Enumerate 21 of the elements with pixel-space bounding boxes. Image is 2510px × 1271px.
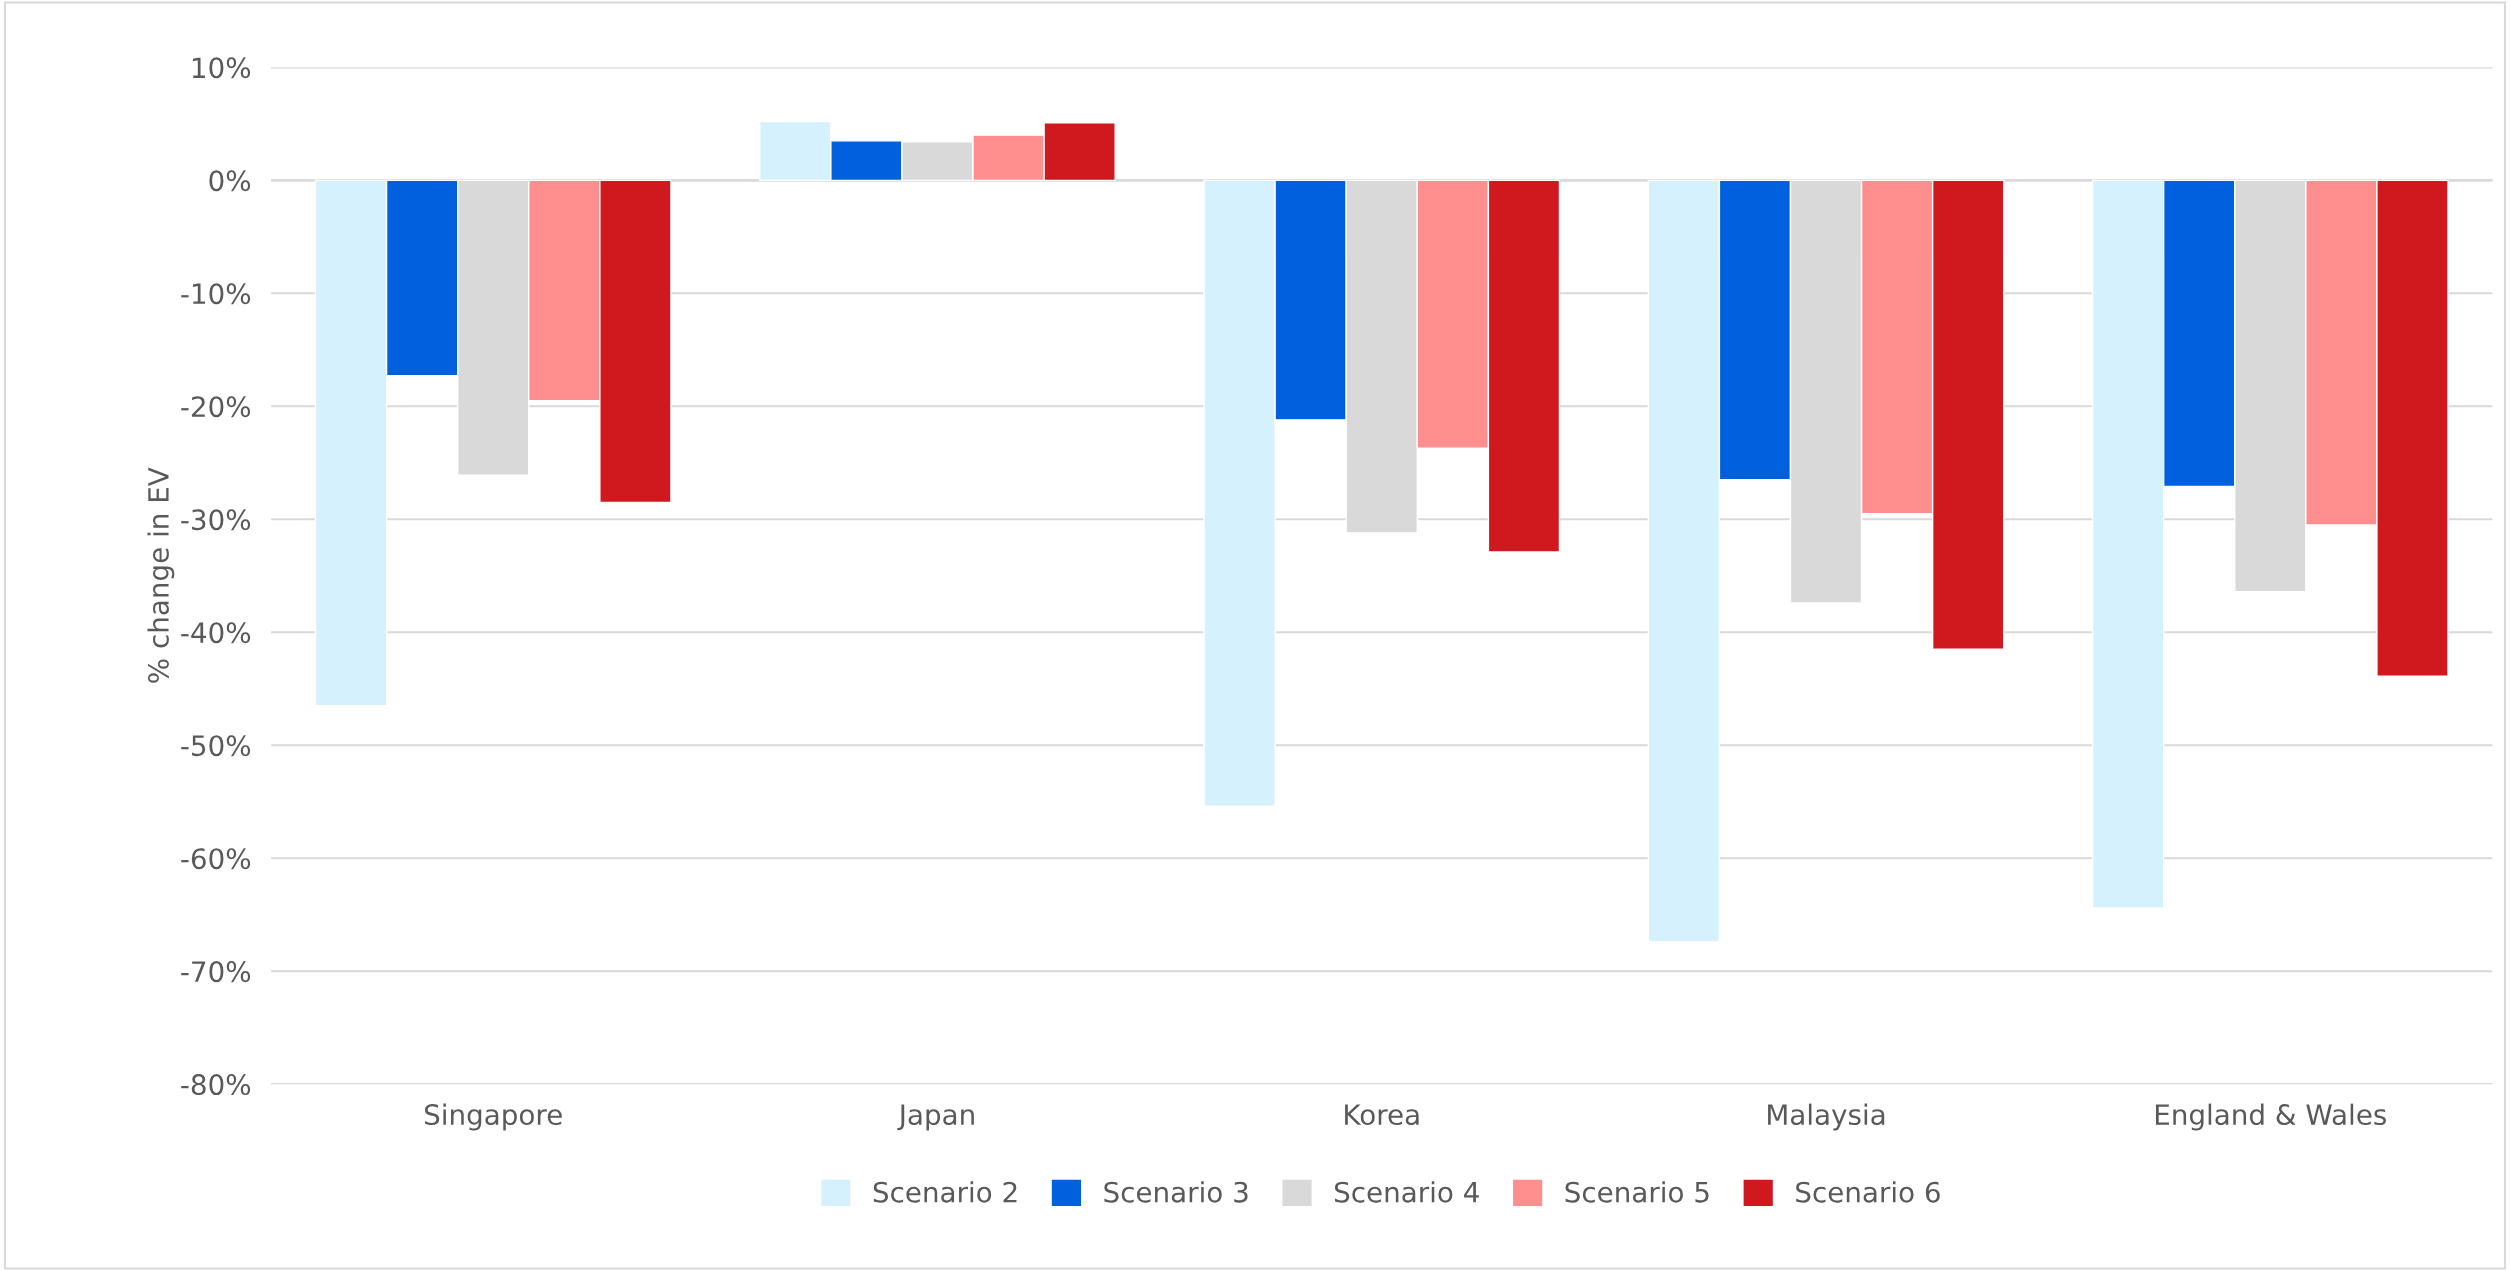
y-tick-label: -10% bbox=[181, 283, 251, 305]
legend-label: Scenario 4 bbox=[1334, 1181, 1479, 1203]
y-tick-label: -30% bbox=[181, 509, 251, 531]
x-tick-label: Singapore bbox=[424, 1103, 562, 1131]
y-tick-label: -20% bbox=[181, 396, 251, 418]
y-tick-label: 10% bbox=[192, 57, 251, 79]
y-axis-title: % change in EV bbox=[147, 467, 175, 683]
x-tick-label: Korea bbox=[1345, 1104, 1419, 1126]
y-tick-label: -80% bbox=[181, 1074, 251, 1096]
x-tick-label: Japan bbox=[897, 1104, 974, 1131]
y-tick-label: -60% bbox=[181, 848, 251, 870]
legend-label: Scenario 2 bbox=[873, 1181, 1017, 1203]
y-tick-label: 0% bbox=[209, 170, 251, 192]
y-tick-label: -50% bbox=[181, 735, 251, 757]
legend-label: Scenario 5 bbox=[1565, 1181, 1709, 1203]
legend-label: Scenario 3 bbox=[1104, 1181, 1248, 1203]
x-tick-label: England & Wales bbox=[2155, 1103, 2386, 1131]
legend-label: Scenario 6 bbox=[1796, 1181, 1940, 1203]
x-tick-label: Malaysia bbox=[1768, 1103, 1885, 1131]
y-tick-label: -40% bbox=[181, 622, 251, 644]
y-tick-label: -70% bbox=[181, 961, 251, 983]
